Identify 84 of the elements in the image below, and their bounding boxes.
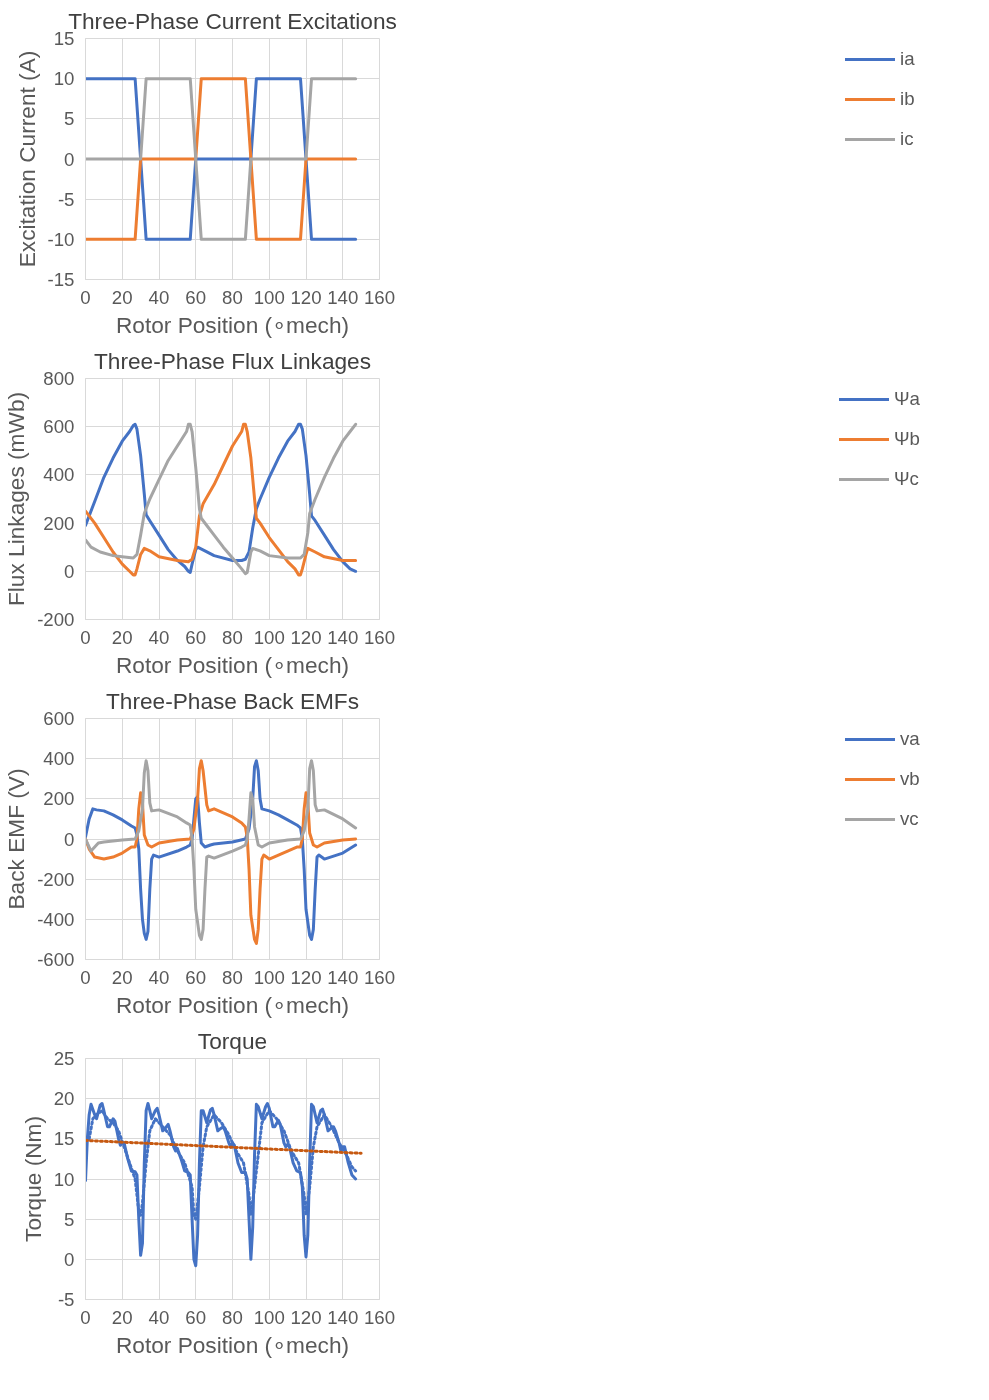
y-tick-label: 800 — [43, 368, 75, 389]
y-axis-title: Flux Linkages (mWb) — [3, 391, 30, 607]
legend-label: ia — [900, 48, 916, 70]
x-tick-label: 60 — [185, 966, 207, 988]
y-tick-label: 0 — [64, 148, 75, 170]
x-axis-title: Rotor Position (∘mech) — [115, 311, 350, 338]
x-tick-label: 20 — [111, 626, 133, 648]
x-tick-label: 40 — [148, 286, 170, 308]
chart-title: Torque — [197, 1027, 268, 1054]
y-tick-label: -400 — [37, 908, 75, 930]
y-tick-label: 400 — [43, 748, 75, 770]
y-tick-label: 200 — [43, 512, 75, 534]
x-tick-label: 140 — [327, 966, 359, 988]
x-tick-label: 20 — [111, 1306, 133, 1328]
x-tick-label: 20 — [111, 966, 133, 988]
x-tick-label: 140 — [327, 1306, 359, 1328]
chart-title: Three-Phase Flux Linkages — [93, 347, 372, 374]
x-tick-label: 40 — [148, 1306, 170, 1328]
x-tick-label: 80 — [222, 626, 243, 648]
x-tick-label: 0 — [80, 1306, 91, 1328]
x-tick-label: 120 — [290, 626, 322, 648]
x-tick-label: 120 — [290, 966, 322, 988]
x-tick-label: 160 — [363, 626, 396, 648]
y-axis-title: Excitation Current (A) — [13, 50, 40, 268]
y-tick-label: 600 — [43, 708, 75, 729]
y-tick-label: 600 — [43, 416, 75, 438]
x-tick-label: 120 — [290, 286, 322, 308]
line-series — [85, 1101, 358, 1268]
y-tick-label: 0 — [64, 828, 75, 850]
x-tick-label: 60 — [185, 1306, 207, 1328]
x-tick-label: 80 — [222, 286, 243, 308]
legend-label: va — [900, 728, 920, 750]
x-axis-title: Rotor Position (∘mech) — [115, 651, 350, 678]
x-tick-label: 160 — [363, 966, 396, 988]
legend-label: ic — [900, 128, 915, 150]
x-tick-label: 60 — [185, 626, 207, 648]
x-tick-label: 100 — [253, 966, 285, 988]
y-tick-label: 5 — [64, 1208, 75, 1230]
y-axis-title: Back EMF (V) — [3, 768, 30, 910]
y-tick-label: -5 — [57, 188, 75, 210]
y-tick-label: 10 — [53, 1168, 75, 1190]
y-tick-label: 15 — [53, 1128, 75, 1150]
y-tick-label: 400 — [43, 464, 75, 486]
x-tick-label: 160 — [363, 286, 396, 308]
x-tick-label: 120 — [290, 1306, 322, 1328]
y-tick-label: 0 — [64, 560, 75, 582]
x-tick-label: 20 — [111, 286, 133, 308]
legend-label: vb — [900, 768, 920, 790]
x-tick-label: 100 — [253, 1306, 285, 1328]
x-tick-label: 140 — [327, 286, 359, 308]
x-tick-label: 0 — [80, 626, 91, 648]
y-tick-label: 10 — [53, 68, 75, 90]
y-axis-title: Torque (Nm) — [19, 1116, 46, 1242]
y-tick-label: -5 — [57, 1289, 75, 1310]
y-tick-label: -200 — [37, 609, 75, 630]
x-tick-label: 40 — [148, 626, 170, 648]
legend-label: Ψc — [894, 468, 919, 490]
y-tick-label: 20 — [53, 1088, 75, 1110]
x-tick-label: 0 — [80, 286, 91, 308]
chart-title: Three-Phase Back EMFs — [105, 687, 360, 714]
x-tick-label: 80 — [222, 1306, 243, 1328]
x-axis-title: Rotor Position (∘mech) — [115, 991, 350, 1018]
x-tick-label: 160 — [363, 1306, 396, 1328]
x-tick-label: 100 — [253, 286, 285, 308]
y-tick-label: -600 — [37, 949, 75, 970]
x-tick-label: 80 — [222, 966, 243, 988]
y-tick-label: -10 — [47, 228, 75, 250]
y-tick-label: -15 — [47, 269, 75, 290]
x-axis-title: Rotor Position (∘mech) — [115, 1331, 350, 1358]
y-tick-label: 15 — [53, 28, 75, 49]
y-tick-label: 25 — [53, 1048, 75, 1069]
x-tick-label: 40 — [148, 966, 170, 988]
x-tick-label: 0 — [80, 966, 91, 988]
x-tick-label: 60 — [185, 286, 207, 308]
legend-label: ib — [900, 88, 916, 110]
y-tick-label: 5 — [64, 108, 75, 130]
y-tick-label: -200 — [37, 868, 75, 890]
legend-label: Ψb — [894, 428, 920, 450]
y-tick-label: 200 — [43, 788, 75, 810]
legend-label: Ψa — [894, 388, 920, 410]
x-tick-label: 140 — [327, 626, 359, 648]
legend-label: vc — [900, 808, 920, 830]
x-tick-label: 100 — [253, 626, 285, 648]
y-tick-label: 0 — [64, 1248, 75, 1270]
